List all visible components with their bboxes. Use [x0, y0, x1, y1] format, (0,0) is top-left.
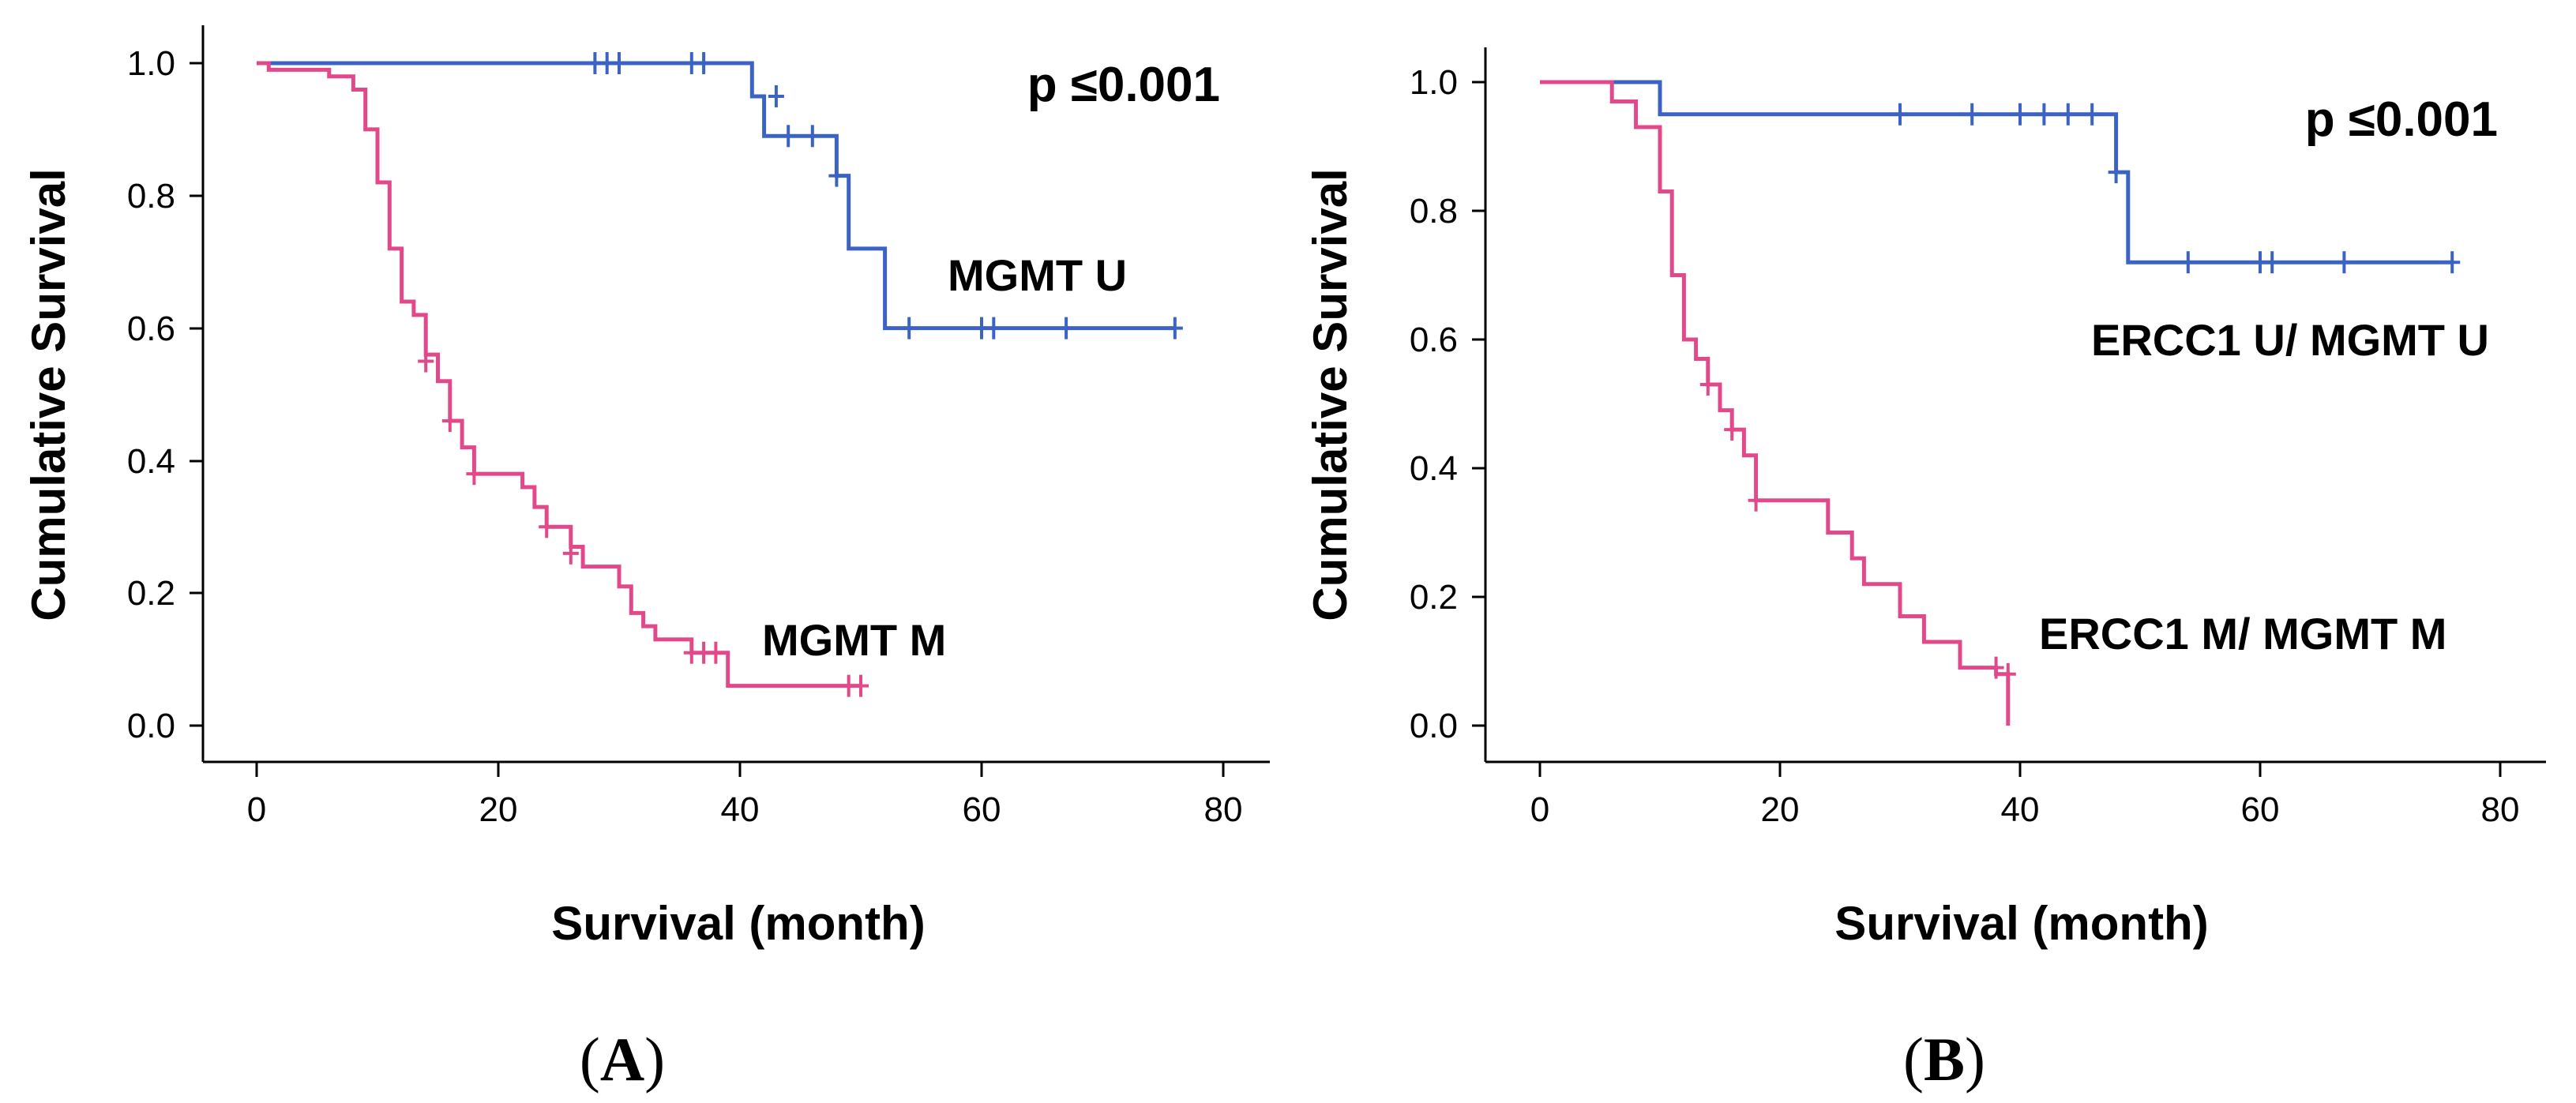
y-tick-label: 1.0: [127, 44, 175, 83]
y-tick-label: 0.2: [1410, 578, 1458, 617]
y-tick-label: 0.4: [127, 442, 175, 481]
x-tick-label: 20: [479, 790, 518, 829]
censor-mark: [696, 52, 712, 74]
censor-mark: [466, 463, 483, 486]
x-axis-title: Survival (month): [551, 897, 925, 950]
survival-curve-methylated: [1540, 80, 2011, 726]
x-tick-label: 0: [1530, 790, 1549, 829]
survival-curve-unmethylated: [257, 61, 1175, 331]
censor-mark: [2012, 103, 2028, 126]
censor-mark: [2060, 103, 2076, 126]
censor-mark: [418, 350, 434, 373]
censor-mark: [2264, 251, 2281, 274]
censor-mark: [2084, 103, 2101, 126]
panel-a: 0.0 0.2 0.4 0.6 0.8 1.0 0 20 40 60 80 Cu…: [22, 25, 1270, 1094]
y-tick-label: 0.0: [127, 707, 175, 745]
censor-mark: [780, 125, 797, 148]
panel-label-a: (A): [580, 1025, 665, 1094]
y-tick-label: 0.4: [1410, 449, 1458, 488]
censor-mark: [1988, 656, 2004, 679]
x-tick-label: 40: [2001, 790, 2040, 829]
censor-mark: [1699, 373, 1716, 396]
censor-mark: [1058, 317, 1075, 340]
censor-mark: [2336, 251, 2353, 274]
censor-mark: [441, 410, 458, 433]
censor-mark: [768, 84, 784, 107]
censor-mark: [1748, 489, 1764, 512]
x-axis-title: Survival (month): [1834, 897, 2208, 950]
y-axis-title: Cumulative Survival: [1304, 168, 1357, 621]
censor-mark: [611, 52, 627, 74]
series-label: MGMT M: [762, 615, 946, 665]
p-value-label: p ≤0.001: [2305, 92, 2498, 147]
panel-label-b: (B): [1903, 1025, 1985, 1094]
censor-mark: [1724, 418, 1740, 441]
series-label: ERCC1 U/ MGMT U: [2091, 315, 2489, 365]
censor-mark: [562, 542, 579, 565]
survival-curve-unmethylated: [1540, 80, 2453, 264]
y-axis-title: Cumulative Survival: [22, 168, 75, 621]
censor-mark: [1892, 103, 1908, 126]
censor-mark: [986, 317, 1002, 340]
x-tick-label: 20: [1761, 790, 1800, 829]
x-ticks: 0 20 40 60 80: [247, 762, 1243, 829]
censor-mark: [853, 674, 869, 697]
censor-mark: [901, 317, 918, 340]
y-tick-label: 0.8: [1410, 192, 1458, 231]
censor-mark: [1964, 103, 1981, 126]
series-label: ERCC1 M/ MGMT M: [2039, 609, 2446, 658]
censor-mark: [804, 125, 820, 148]
y-tick-label: 0.2: [127, 574, 175, 613]
y-ticks: 0.0 0.2 0.4 0.6 0.8 1.0: [1410, 63, 1485, 745]
censor-mark: [2036, 103, 2052, 126]
y-tick-label: 0.8: [127, 177, 175, 216]
survival-curve-methylated: [257, 61, 861, 688]
x-tick-label: 60: [2241, 790, 2280, 829]
panel-b: 0.0 0.2 0.4 0.6 0.8 1.0 0 20 40 60 80 Cu…: [1304, 47, 2546, 1094]
plot-area: [257, 52, 1183, 697]
censor-mark: [828, 164, 845, 187]
y-tick-label: 1.0: [1410, 63, 1458, 102]
x-tick-label: 0: [247, 790, 266, 829]
y-tick-label: 0.6: [1410, 321, 1458, 359]
censor-mark: [2180, 251, 2196, 274]
x-tick-label: 40: [721, 790, 760, 829]
censor-mark: [539, 516, 555, 538]
x-tick-label: 60: [963, 790, 1001, 829]
censor-mark: [1166, 317, 1183, 340]
censor-mark: [2000, 662, 2016, 685]
plot-area: [1540, 80, 2461, 726]
y-tick-label: 0.0: [1410, 707, 1458, 745]
y-ticks: 0.0 0.2 0.4 0.6 0.8 1.0: [127, 44, 203, 745]
x-ticks: 0 20 40 60 80: [1530, 762, 2520, 829]
censor-mark: [708, 641, 724, 664]
x-tick-label: 80: [1204, 790, 1243, 829]
p-value-label: p ≤0.001: [1027, 58, 1220, 112]
series-label: MGMT U: [948, 250, 1127, 300]
x-tick-label: 80: [2481, 790, 2520, 829]
y-tick-label: 0.6: [127, 310, 175, 348]
censor-mark: [2108, 161, 2124, 184]
censor-mark: [2444, 251, 2461, 274]
